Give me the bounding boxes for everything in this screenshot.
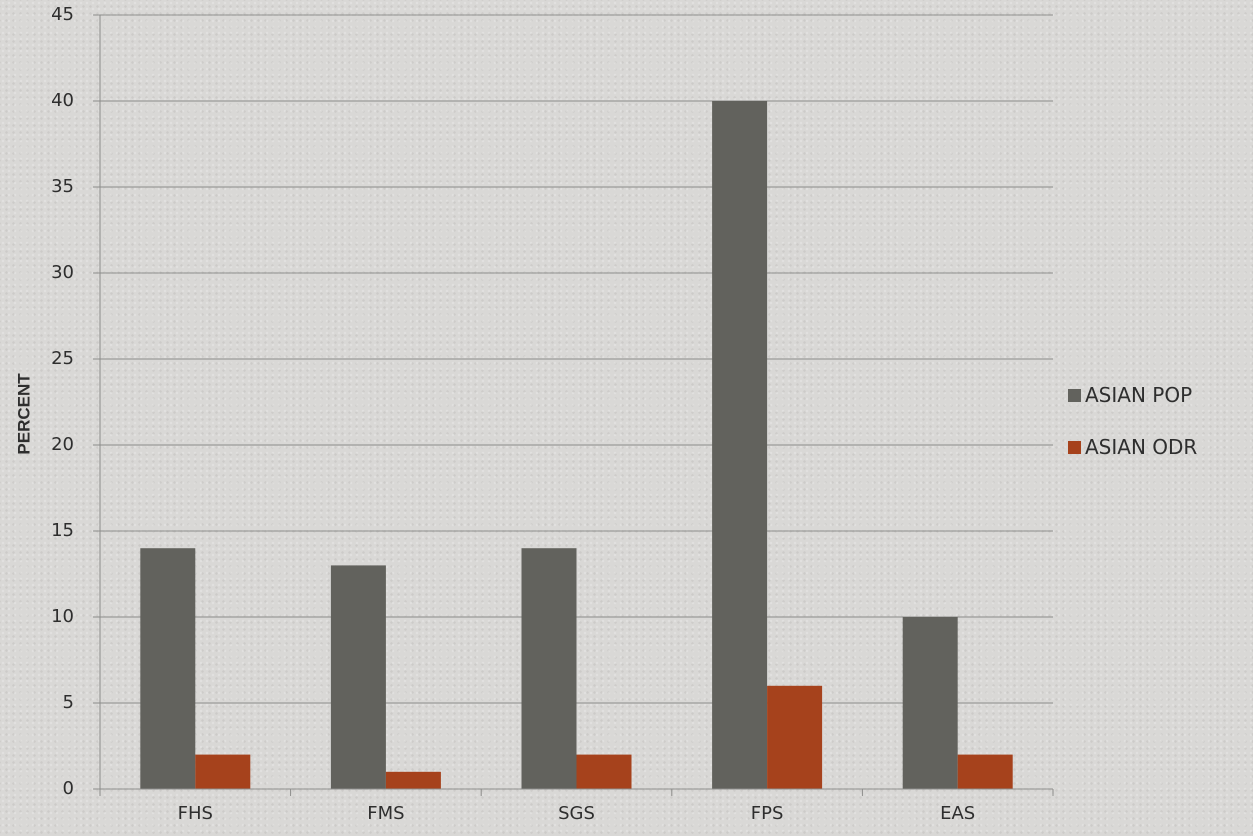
bar-asian-odr: [385, 771, 441, 789]
legend-item-asian-odr: ASIAN ODR: [1068, 432, 1197, 462]
bar-asian-odr: [195, 754, 251, 789]
legend-label: ASIAN ODR: [1085, 435, 1198, 459]
x-tick-label: FPS: [751, 803, 784, 824]
x-tick-label: EAS: [940, 803, 975, 824]
x-tick-label: SGS: [558, 803, 595, 824]
y-tick-label: 20: [51, 434, 74, 455]
bar-asian-pop: [330, 565, 386, 789]
legend-label: ASIAN POP: [1085, 383, 1193, 407]
y-tick-label: 40: [51, 90, 74, 111]
y-tick-label: 30: [51, 262, 74, 283]
bar-asian-odr: [576, 754, 632, 789]
legend-swatch: [1068, 388, 1081, 402]
legend-swatch: [1068, 440, 1081, 454]
bar-asian-pop: [140, 548, 196, 789]
y-tick-label: 10: [51, 606, 74, 627]
axes: 0 5 10 15 20 25 30 35 40 45 FHS FMS SGS FPS EAS: [51, 4, 1054, 824]
legend: ASIAN POP ASIAN ODR: [1068, 380, 1197, 484]
x-tick-label: FHS: [178, 803, 213, 824]
y-tick-label: 15: [51, 520, 74, 541]
y-tick-label: 35: [51, 176, 74, 197]
y-axis-label: PERCENT: [14, 373, 33, 455]
bar-asian-odr: [767, 685, 823, 789]
bars: [140, 101, 1013, 789]
bar-asian-pop: [712, 101, 768, 789]
bar-asian-odr: [957, 754, 1013, 789]
bar-asian-pop: [902, 617, 958, 789]
y-tick-label: 45: [51, 4, 74, 25]
bar-asian-pop: [521, 548, 577, 789]
legend-item-asian-pop: ASIAN POP: [1068, 380, 1197, 410]
y-tick-label: 0: [63, 778, 74, 799]
x-tick-label: FMS: [367, 803, 404, 824]
y-tick-label: 25: [51, 348, 74, 369]
y-tick-label: 5: [63, 692, 74, 713]
